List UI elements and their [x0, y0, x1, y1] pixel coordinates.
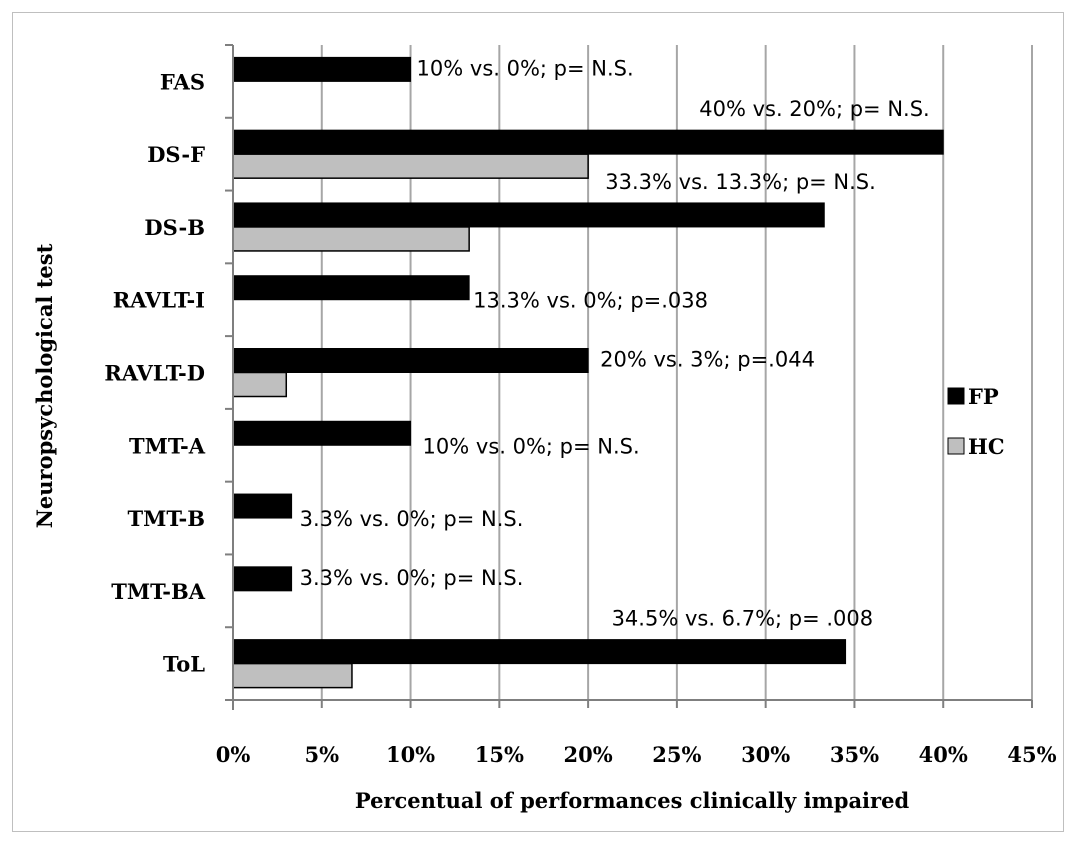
bar-annotation: 40% vs. 20%; p= N.S.	[699, 97, 930, 121]
x-tick-label: 25%	[652, 742, 701, 767]
category-label: DS-B	[144, 215, 205, 240]
bar-annotation: 34.5% vs. 6.7%; p= .008	[612, 607, 874, 631]
x-tick-labels: 0% 5% 10% 15% 20% 25% 30% 35% 40% 45%	[216, 742, 1057, 767]
legend-swatch-fp	[947, 387, 965, 405]
category-label: TMT-BA	[111, 579, 205, 604]
x-tick-label: 15%	[475, 742, 524, 767]
x-tick-label: 20%	[564, 742, 613, 767]
bar-hc-tol	[232, 662, 353, 689]
bar-fp-tol	[232, 639, 847, 665]
axes	[225, 44, 1033, 710]
x-tick-label: 35%	[830, 742, 879, 767]
x-tick-label: 40%	[919, 742, 968, 767]
bar-fp-ravlt-d	[232, 348, 589, 373]
bar-annotation: 33.3% vs. 13.3%; p= N.S.	[605, 170, 876, 194]
bar-fp-ds-f	[232, 129, 944, 155]
category-label: RAVLT-I	[113, 288, 205, 313]
category-label: DS-F	[147, 142, 205, 167]
bar-hc-ds-b	[232, 226, 470, 252]
legend-label-fp: FP	[968, 384, 999, 409]
bar-annotation: 13.3% vs. 0%; p=.038	[473, 289, 708, 313]
y-axis-title: Neuropsychological test	[32, 243, 57, 528]
bar-fp-tmt-a	[232, 420, 412, 446]
bar-fp-fas	[232, 56, 412, 82]
x-tick-label: 0%	[216, 742, 251, 767]
x-tick-label: 45%	[1007, 742, 1056, 767]
category-label: ToL	[163, 652, 205, 677]
bar-hc-ds-f	[232, 153, 589, 179]
bar-annotation: 3.3% vs. 0%; p= N.S.	[300, 566, 524, 590]
category-label: TMT-A	[129, 433, 206, 458]
bar-annotation: 10% vs. 0%; p= N.S.	[417, 56, 634, 80]
category-label: TMT-B	[128, 506, 206, 531]
category-label: FAS	[160, 69, 205, 94]
bar-annotation: 10% vs. 0%; p= N.S.	[423, 434, 640, 458]
x-tick-label: 10%	[386, 742, 435, 767]
bar-hc-ravlt-d	[232, 371, 288, 398]
legend-swatch-hc	[947, 437, 965, 455]
legend: FP HC	[947, 384, 1005, 459]
x-tick-label: 5%	[304, 742, 339, 767]
bar-annotation: 20% vs. 3%; p=.044	[600, 348, 815, 372]
bar-fp-tmt-ba	[232, 566, 293, 592]
bar-annotation: 3.3% vs. 0%; p= N.S.	[300, 507, 524, 531]
category-labels: FAS DS-F DS-B RAVLT-I RAVLT-D TMT-A TMT-B TMT-B…	[104, 69, 205, 676]
category-label: RAVLT-D	[104, 361, 205, 386]
bar-fp-tmt-b	[232, 493, 293, 519]
bar-fp-ds-b	[232, 202, 825, 228]
bar-annotations: 10% vs. 0%; p= N.S. 40% vs. 20%; p= N.S. 3…	[300, 56, 930, 630]
x-axis-title: Percentual of performances clinically im…	[355, 788, 910, 813]
legend-label-hc: HC	[968, 434, 1005, 459]
bars	[232, 56, 944, 689]
bar-fp-ravlt-i	[232, 275, 470, 301]
x-tick-label: 30%	[741, 742, 790, 767]
